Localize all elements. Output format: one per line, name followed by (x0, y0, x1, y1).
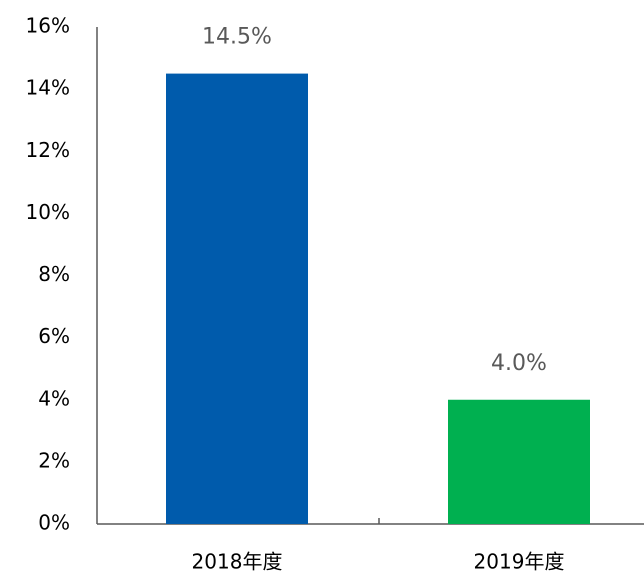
value-label: 14.5% (202, 25, 272, 50)
y-tick-label: 4% (38, 386, 70, 410)
y-tick-label: 0% (38, 511, 70, 535)
value-label: 4.0% (491, 351, 547, 376)
y-tick-label: 8% (38, 262, 70, 286)
bar (166, 73, 308, 524)
y-tick-label: 6% (38, 324, 70, 348)
x-tick-label: 2019年度 (474, 550, 565, 574)
bar (448, 399, 590, 524)
y-tick-label: 10% (26, 200, 70, 224)
y-tick-label: 16% (26, 14, 70, 38)
y-tick-label: 12% (26, 138, 70, 162)
y-tick-label: 2% (38, 448, 70, 472)
x-tick-label: 2018年度 (192, 550, 283, 574)
y-tick-label: 14% (26, 76, 70, 100)
